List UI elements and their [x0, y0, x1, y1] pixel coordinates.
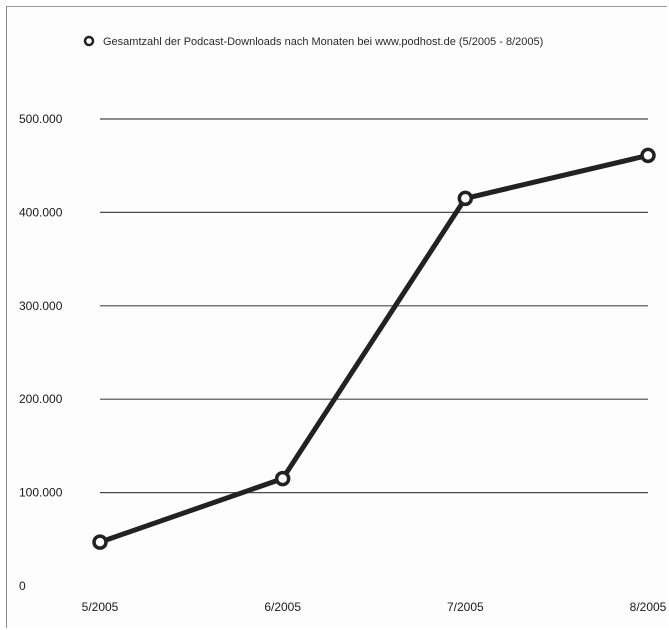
- y-tick-label: 300.000: [19, 299, 63, 313]
- y-tick-label: 400.000: [19, 205, 63, 219]
- x-tick-label: 8/2005: [630, 600, 667, 614]
- series-line: [100, 155, 648, 542]
- x-tick-label: 6/2005: [264, 600, 301, 614]
- data-point: [277, 473, 289, 485]
- x-tick-label: 5/2005: [82, 600, 119, 614]
- y-axis-tick-labels: 0 100.000 200.000 300.000 400.000 500.000: [19, 112, 63, 593]
- x-tick-label: 7/2005: [447, 600, 484, 614]
- data-point: [94, 536, 106, 548]
- legend-label: Gesamtzahl der Podcast-Downloads nach Mo…: [103, 36, 543, 48]
- y-tick-label: 0: [19, 579, 26, 593]
- x-axis-tick-labels: 5/2005 6/2005 7/2005 8/2005: [82, 600, 667, 614]
- data-point: [642, 149, 654, 161]
- y-tick-label: 100.000: [19, 486, 63, 500]
- series-downloads: [94, 149, 654, 548]
- data-point: [459, 192, 471, 204]
- legend: Gesamtzahl der Podcast-Downloads nach Mo…: [85, 36, 543, 48]
- y-tick-label: 200.000: [19, 392, 63, 406]
- y-tick-label: 500.000: [19, 112, 63, 126]
- legend-marker: [85, 37, 93, 45]
